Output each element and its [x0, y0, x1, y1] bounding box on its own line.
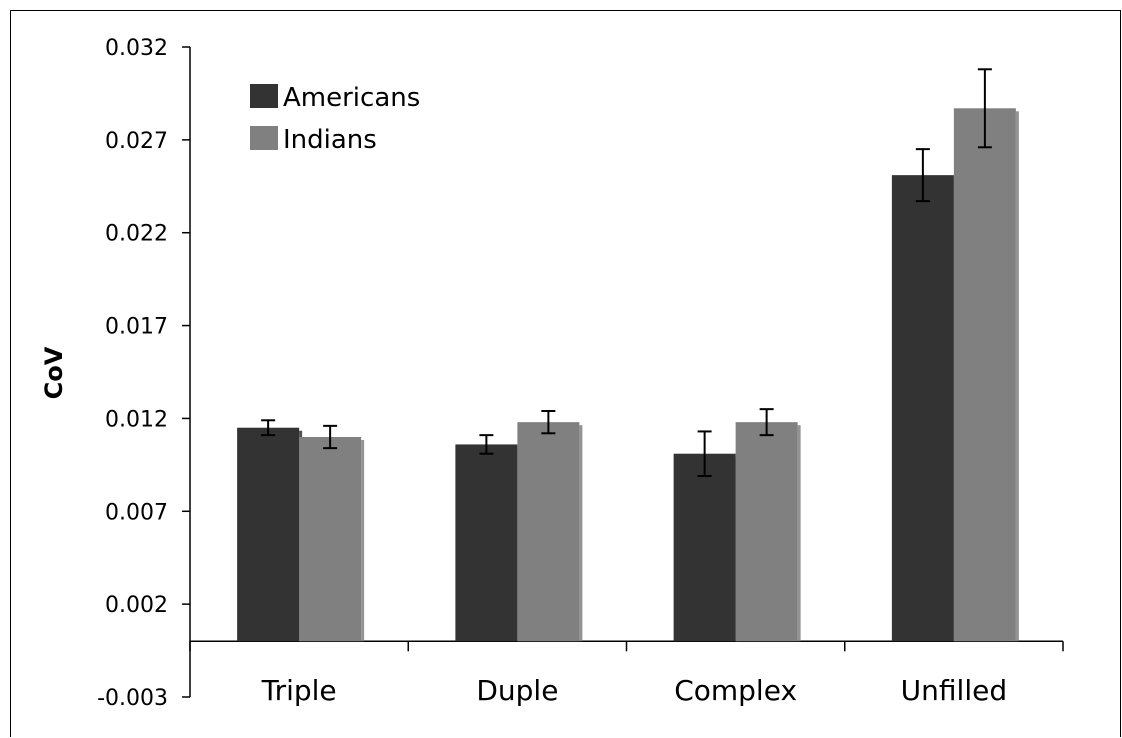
bar-indians-complex: [735, 422, 798, 642]
legend-swatch-americans: [250, 84, 278, 108]
legend-label-indians: Indians: [283, 125, 377, 155]
bar-shadow: [797, 425, 801, 642]
y-tick-label: 0.017: [105, 315, 168, 340]
bars: [237, 108, 1019, 642]
bar-indians-duple: [517, 422, 580, 642]
bar-shadow: [1015, 111, 1019, 642]
bar-shadow: [361, 440, 365, 642]
x-category-label: Duple: [476, 674, 558, 707]
chart-frame: [10, 10, 1121, 737]
x-category-label: Triple: [261, 674, 337, 707]
bar-americans-duple: [455, 444, 518, 642]
y-tick-label: 0.022: [105, 222, 168, 247]
y-tick-label: 0.007: [105, 500, 168, 525]
bar-indians-triple: [299, 437, 362, 642]
x-category-label: Unfilled: [901, 674, 1007, 707]
y-tick-label: 0.002: [105, 593, 168, 618]
legend-label-americans: Americans: [283, 83, 420, 113]
x-axis: Triple Duple Complex Unfilled: [189, 640, 1064, 707]
y-tick-label: 0.012: [105, 407, 168, 432]
x-category-label: Complex: [674, 674, 797, 707]
legend: Americans Indians: [250, 83, 420, 155]
y-axis-title: CoV: [40, 346, 68, 399]
y-axis: 0.032 0.027 0.022 0.017 0.012 0.007 0.002 -0.00…: [97, 36, 191, 711]
legend-swatch-indians: [250, 126, 278, 150]
y-tick-label: 0.027: [105, 129, 168, 154]
bar-americans-triple: [237, 427, 300, 642]
bar-indians-unfilled: [953, 108, 1016, 642]
bar-americans-unfilled: [891, 175, 954, 642]
bar-americans-complex: [673, 453, 736, 642]
bar-shadow: [579, 425, 583, 642]
y-tick-label: -0.003: [97, 686, 168, 711]
y-tick-label: 0.032: [105, 36, 168, 61]
error-bars: [261, 68, 992, 477]
